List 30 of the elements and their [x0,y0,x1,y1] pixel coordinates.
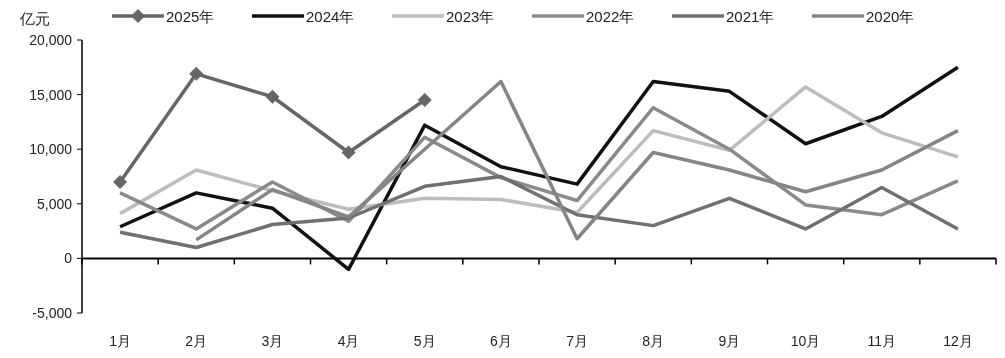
x-tick-label: 11月 [867,333,897,349]
y-tick-label: 20,000 [29,32,73,48]
point [113,174,128,189]
x-tick-label: 12月 [943,333,973,349]
x-tick-label: 2月 [185,333,208,349]
x-tick-label: 8月 [642,333,665,349]
legend-label: 2025年 [166,8,215,25]
y-tick-label: -5,000 [32,305,73,321]
y-tick-label: 10,000 [29,141,73,158]
legend-label: 2021年 [726,8,775,25]
point [417,93,432,108]
y-tick-label: 15,000 [29,86,73,103]
point [189,66,204,81]
x-tick-label: 7月 [566,333,588,349]
legend-label: 2022年 [586,8,635,25]
x-tick-label: 1月 [109,333,131,349]
legend-label: 2023年 [446,8,495,25]
legend-label: 2024年 [306,8,355,25]
x-tick-label: 6月 [490,333,512,349]
y-axis-title: 亿元 [19,10,50,27]
legend-label: 2020年 [866,8,915,25]
y-tick-label: 5,000 [36,195,73,212]
point [265,89,280,104]
point [341,145,356,160]
x-tick-label: 5月 [413,333,436,349]
x-tick-label: 4月 [337,333,360,349]
x-tick-label: 9月 [718,333,741,349]
x-tick-label: 10月 [790,333,821,349]
x-tick-label: 3月 [261,333,284,349]
y-tick-label: 0 [64,250,73,267]
